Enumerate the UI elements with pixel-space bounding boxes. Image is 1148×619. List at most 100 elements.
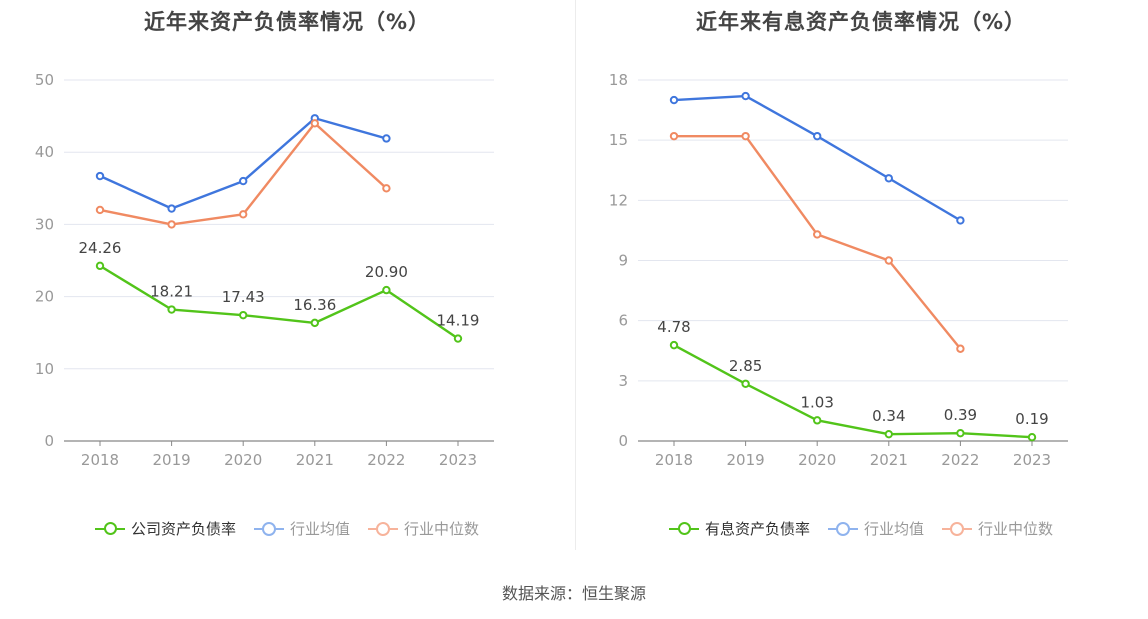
y-tick-label: 15 (609, 131, 628, 149)
data-point (669, 131, 679, 141)
series-line-industry-median (674, 134, 962, 350)
chart-title: 近年来资产负债率情况（%） (143, 10, 431, 34)
y-tick-label: 10 (35, 360, 54, 378)
data-point (884, 256, 893, 265)
data-label: 14.19 (437, 312, 480, 330)
data-label: 2.85 (729, 357, 762, 375)
series-line-company (673, 344, 1033, 439)
data-point (956, 216, 965, 225)
series-line-industry-mean (99, 117, 387, 210)
data-point (956, 428, 965, 438)
x-tick-label: 2021 (870, 451, 908, 469)
data-point (239, 176, 248, 186)
legend-item[interactable]: 行业中位数 (368, 518, 479, 539)
data-point (382, 285, 391, 295)
legend-item[interactable]: 行业均值 (827, 518, 924, 539)
legend-label: 公司资产负债率 (130, 520, 236, 538)
y-tick-label: 40 (35, 143, 54, 161)
series-line-industry-median (99, 122, 388, 226)
data-point (95, 171, 105, 181)
y-tick-label: 0 (44, 432, 54, 450)
legend-line-icon (668, 521, 699, 536)
y-tick-label: 12 (609, 191, 628, 209)
legend-item[interactable]: 行业均值 (253, 518, 350, 539)
data-point (741, 91, 750, 101)
legend-item[interactable]: 公司资产负债率 (94, 518, 236, 539)
chart-legend: 有息资产负债率 行业均值 行业中位数 (574, 518, 1148, 539)
data-label: 4.78 (657, 318, 690, 336)
legend-line-icon (827, 521, 858, 536)
series-line-industry-mean (673, 94, 962, 222)
data-label: 0.19 (1015, 410, 1048, 428)
y-tick-label: 3 (618, 372, 628, 390)
data-label: 0.34 (872, 407, 905, 425)
debt-ratio-line-chart: 0 10 20 30 40 50 2018 2019 2020 2021 2022 2023 24.26… (35, 71, 494, 469)
x-tick-label: 2022 (367, 451, 405, 469)
chart-panel-interest-debt-ratio: 近年来有息资产负债率情况（%） 0 3 6 9 12 15 18 2018 2019 2020 20… (574, 0, 1148, 560)
panel-divider (575, 0, 576, 550)
legend-line-icon (942, 521, 972, 536)
y-tick-label: 0 (618, 432, 628, 450)
x-tick-label: 2020 (798, 451, 836, 469)
legend-line-icon (94, 521, 125, 536)
data-point (741, 131, 750, 141)
data-label: 0.39 (944, 406, 977, 424)
data-label: 16.36 (293, 296, 336, 314)
data-label: 1.03 (800, 393, 833, 411)
legend-line-icon (368, 521, 398, 536)
x-tick-label: 2022 (941, 451, 979, 469)
data-point (669, 340, 679, 350)
x-tick-label: 2021 (296, 451, 334, 469)
data-point (239, 310, 248, 320)
data-label: 18.21 (150, 283, 193, 301)
y-tick-label: 50 (35, 71, 54, 89)
data-label: 24.26 (79, 239, 122, 257)
y-tick-label: 6 (618, 312, 628, 330)
chart-legend: 公司资产负债率 行业均值 行业中位数 (0, 518, 574, 539)
data-label: 20.90 (365, 263, 408, 281)
data-point (167, 204, 176, 213)
data-point (167, 220, 176, 229)
chart-panel-debt-ratio: 近年来资产负债率情况（%） 0 10 20 30 40 50 2018 2019 2020 202… (0, 0, 574, 560)
interest-debt-ratio-line-chart: 0 3 6 9 12 15 18 2018 2019 2020 2021 2022 2023 4.78 2.… (609, 71, 1068, 469)
data-point (310, 119, 319, 128)
legend-label: 行业中位数 (404, 520, 480, 538)
x-tick-label: 2018 (81, 451, 119, 469)
y-tick-label: 30 (35, 215, 54, 233)
data-point (239, 210, 248, 219)
data-point (167, 305, 176, 314)
legend-label: 行业均值 (863, 520, 924, 538)
series-line-company (99, 264, 459, 340)
x-tick-label: 2018 (655, 451, 693, 469)
data-point (669, 95, 679, 105)
legend-label: 行业中位数 (978, 520, 1054, 538)
data-point (382, 134, 391, 143)
data-point (813, 230, 822, 239)
data-point (884, 429, 893, 439)
x-tick-label: 2023 (1013, 451, 1051, 469)
x-tick-label: 2020 (224, 451, 262, 469)
legend-item[interactable]: 有息资产负债率 (668, 518, 810, 539)
x-tick-label: 2019 (153, 451, 191, 469)
data-point (813, 131, 822, 141)
data-point (884, 174, 893, 183)
data-point (95, 205, 105, 215)
legend-label: 行业均值 (289, 520, 350, 538)
data-point (310, 318, 319, 328)
data-label: 17.43 (222, 288, 265, 306)
data-point (741, 379, 750, 389)
legend-item[interactable]: 行业中位数 (942, 518, 1053, 539)
y-tick-label: 9 (618, 252, 628, 270)
legend-label: 有息资产负债率 (704, 520, 810, 538)
chart-title: 近年来有息资产负债率情况（%） (695, 10, 1027, 34)
legend-line-icon (253, 521, 284, 536)
data-point (1027, 432, 1037, 442)
data-point (95, 261, 105, 271)
data-point (813, 416, 822, 425)
data-source-note: 数据来源：恒生聚源 (501, 584, 646, 603)
y-tick-label: 18 (609, 71, 628, 89)
data-point (453, 334, 463, 343)
x-tick-label: 2019 (727, 451, 765, 469)
x-tick-label: 2023 (439, 451, 477, 469)
data-point (382, 184, 391, 193)
